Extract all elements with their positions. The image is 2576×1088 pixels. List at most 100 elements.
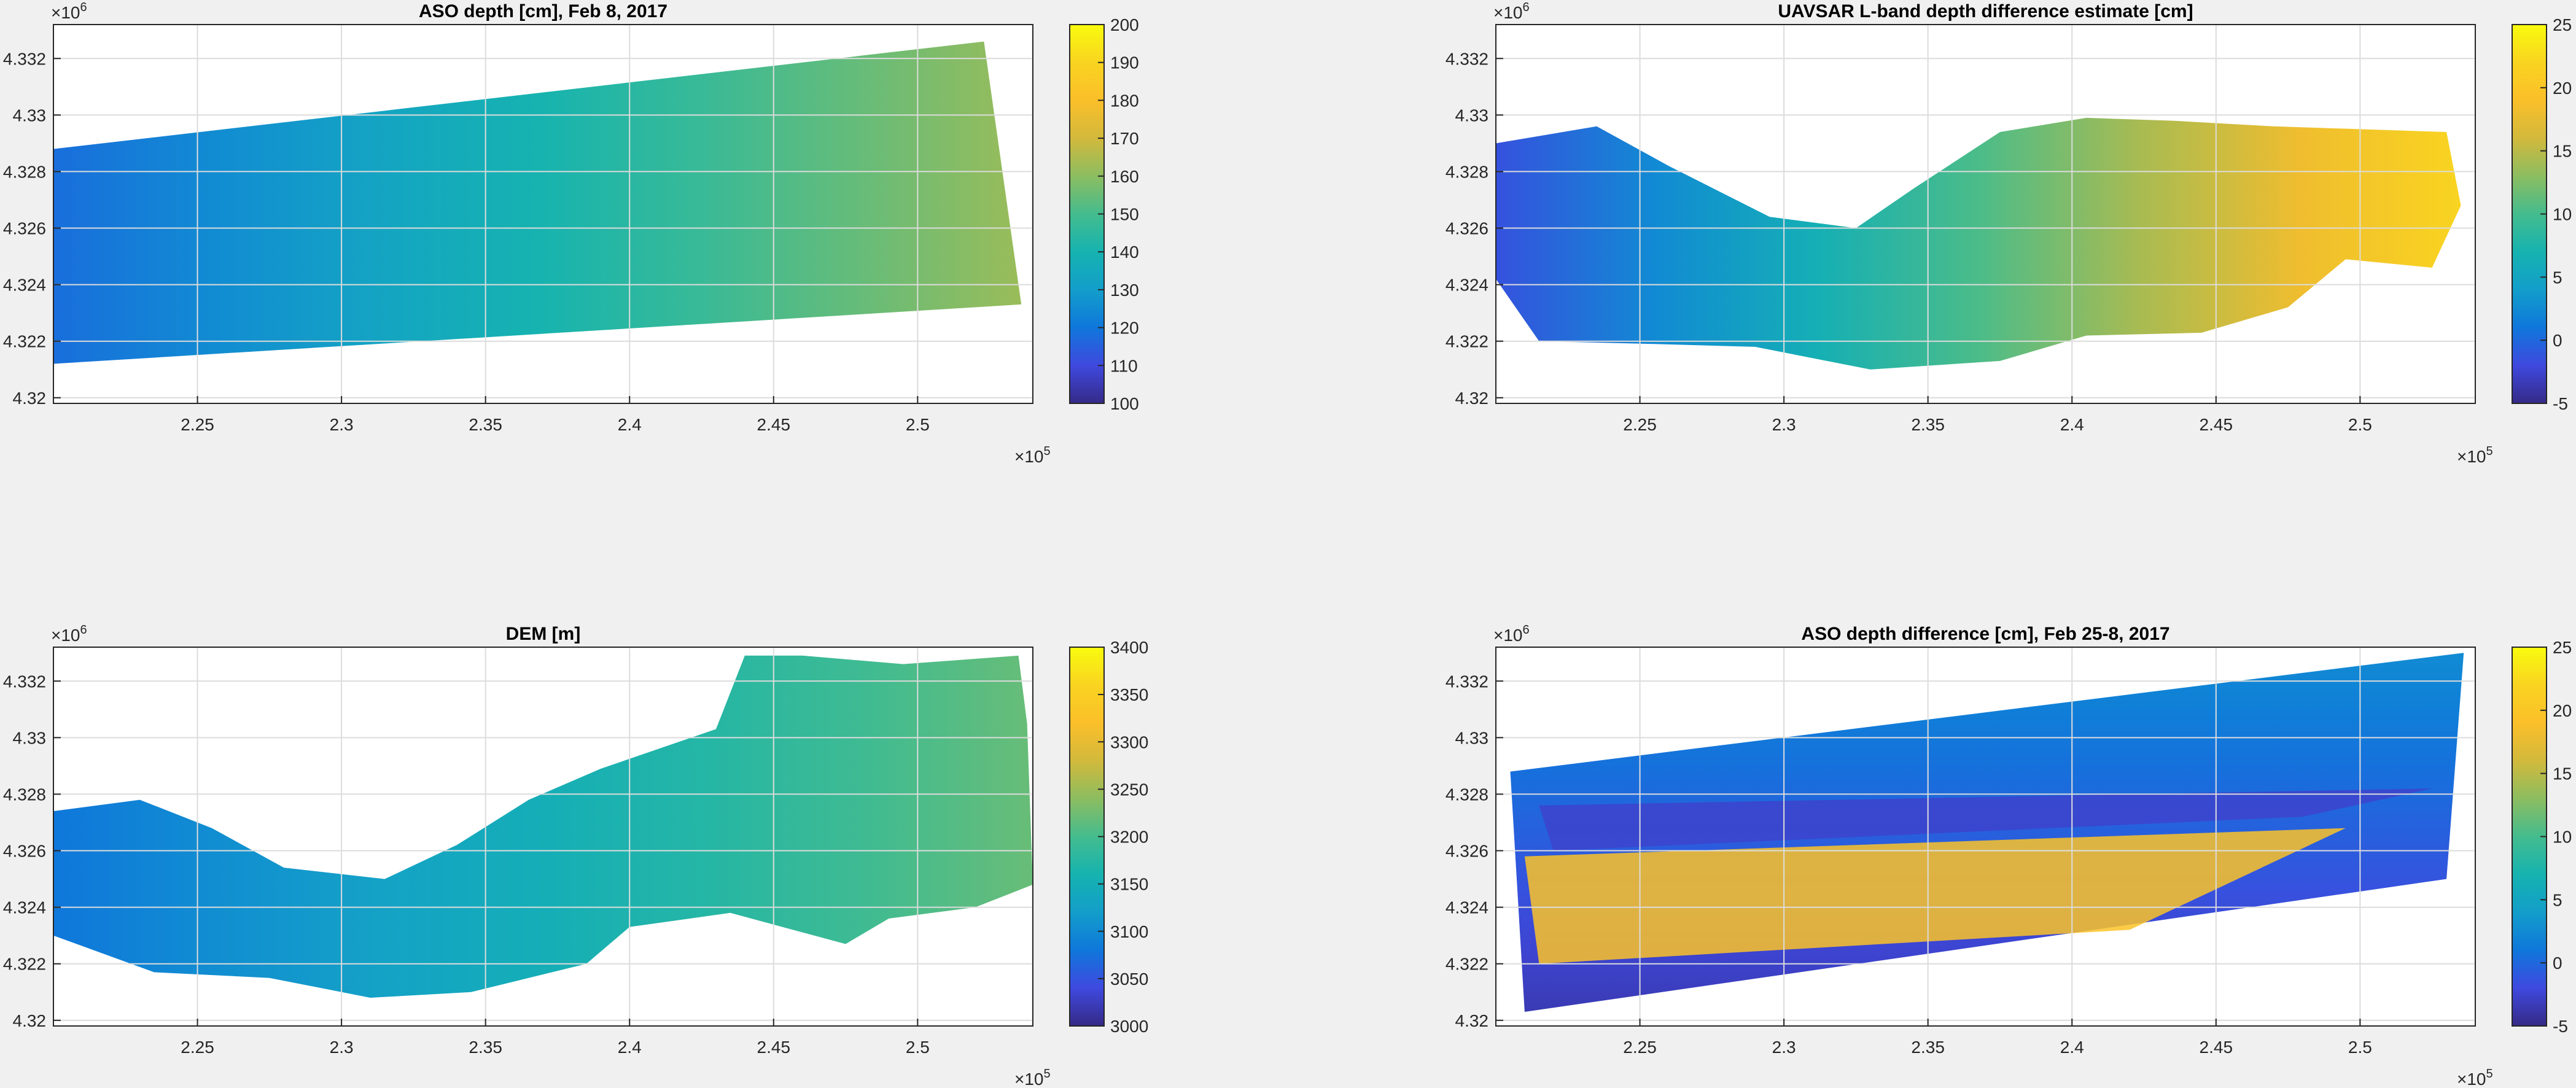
- data-field: [53, 655, 1033, 998]
- colorbar-tick-label: 15: [2553, 764, 2572, 783]
- x-tick-label: 2.25: [1623, 415, 1657, 434]
- colorbar-tick-label: 3150: [1110, 875, 1148, 894]
- colorbar-tick-label: 3050: [1110, 969, 1148, 989]
- colorbar-tick-label: 120: [1110, 319, 1139, 338]
- colorbar-tick-label: 3100: [1110, 922, 1148, 941]
- colorbar-tick-label: 130: [1110, 281, 1139, 300]
- data-region: [53, 41, 1022, 364]
- x-tick-label: 2.45: [757, 1038, 791, 1057]
- y-tick-label: 4.328: [3, 785, 46, 804]
- grid-lines: [53, 25, 1033, 403]
- y-tick-label: 4.322: [3, 332, 46, 351]
- colorbar-tick-label: 15: [2553, 142, 2572, 161]
- colorbar-tick-label: 10: [2553, 205, 2572, 224]
- x-tick-label: 2.35: [469, 415, 502, 434]
- x-tick-label: 2.3: [330, 415, 354, 434]
- data-field: [1496, 117, 2461, 370]
- axes-frame: [1495, 647, 2476, 1027]
- x-tick-label: 2.35: [469, 1038, 502, 1057]
- colorbar-tick-label: 25: [2553, 638, 2572, 657]
- axes-frame: [1495, 24, 2476, 404]
- y-tick-label: 4.33: [1455, 728, 1489, 747]
- x-tick-label: 2.5: [2348, 415, 2372, 434]
- subplot-1: 2.25 2.3 2.35 2.4 2.45 2.5 ×105 4.32 4.322 4.324 4…: [3, 1, 1139, 466]
- x-tick-label: 2.4: [2060, 415, 2084, 434]
- y-tick-label: 4.326: [1446, 842, 1488, 861]
- colorbar-tick-label: 5: [2553, 268, 2562, 287]
- colorbar-tick-label: 180: [1110, 91, 1139, 110]
- x-exponent-label: ×105: [2457, 445, 2493, 466]
- x-tick-label: 2.45: [2200, 415, 2233, 434]
- colorbar-tick-label: 100: [1110, 394, 1139, 413]
- colorbar-tick-label: 3250: [1110, 780, 1148, 799]
- data-band-2: [1539, 788, 2432, 851]
- colorbar-tick-label: 3400: [1110, 638, 1148, 657]
- data-field: [53, 41, 1022, 364]
- y-tick-label: 4.328: [3, 162, 46, 181]
- y-exponent-label: ×106: [1493, 623, 1530, 645]
- y-tick-label: 4.32: [13, 389, 47, 408]
- x-tick-label: 2.3: [1772, 1038, 1796, 1057]
- y-tick-label: 4.322: [3, 955, 46, 974]
- data-field: [1510, 653, 2464, 1012]
- colorbar-tick-label: 140: [1110, 243, 1139, 262]
- grid-lines: [1496, 25, 2475, 403]
- y-tick-label: 4.328: [1446, 162, 1488, 181]
- chart-title: ASO depth difference [cm], Feb 25-8, 201…: [1801, 624, 2169, 644]
- x-exponent-label: ×105: [1014, 1067, 1051, 1088]
- y-tick-label: 4.324: [1446, 898, 1488, 917]
- colorbar-tick-label: 0: [2553, 331, 2562, 350]
- y-tick-label: 4.326: [3, 842, 46, 861]
- colorbar-tick-label: 3000: [1110, 1017, 1148, 1036]
- data-band-1: [1524, 828, 2346, 964]
- y-tick-label: 4.32: [1455, 1011, 1489, 1030]
- colorbar-tick-label: 160: [1110, 167, 1139, 186]
- chart-title: UAVSAR L-band depth difference estimate …: [1778, 1, 2193, 21]
- x-tick-label: 2.35: [1911, 415, 1945, 434]
- y-tick-label: 4.33: [13, 106, 47, 125]
- x-tick-label: 2.4: [618, 1038, 642, 1057]
- colorbar-tick-label: 3200: [1110, 828, 1148, 847]
- subplot-4: 2.25 2.3 2.35 2.4 2.45 2.5 ×105 4.32 4.322 4.324 4…: [1446, 623, 2572, 1088]
- colorbar-tick-label: 0: [2553, 954, 2562, 973]
- chart-title: ASO depth [cm], Feb 8, 2017: [419, 1, 667, 21]
- colorbar-tick-label: 150: [1110, 205, 1139, 224]
- y-tick-label: 4.326: [1446, 219, 1488, 238]
- x-tick-label: 2.5: [906, 1038, 930, 1057]
- colorbar-tick-label: 200: [1110, 15, 1139, 34]
- x-tick-label: 2.45: [757, 415, 791, 434]
- x-tick-label: 2.5: [906, 415, 930, 434]
- y-tick-label: 4.32: [13, 1011, 47, 1030]
- axes-frame: [53, 647, 1033, 1027]
- x-tick-label: 2.45: [2200, 1038, 2233, 1057]
- colorbar-tick-label: 3350: [1110, 685, 1148, 704]
- colorbar-tick-label: 190: [1110, 53, 1139, 72]
- y-tick-label: 4.324: [3, 898, 46, 917]
- data-region: [53, 655, 1033, 998]
- y-tick-label: 4.33: [1455, 106, 1489, 125]
- y-tick-label: 4.332: [3, 672, 46, 691]
- colorbar-tick-label: 110: [1110, 356, 1138, 375]
- x-tick-label: 2.25: [181, 1038, 214, 1057]
- x-tick-label: 2.5: [2348, 1038, 2372, 1057]
- y-tick-label: 4.326: [3, 219, 46, 238]
- grid-lines: [1496, 647, 2475, 1026]
- colorbar-tick-label: 20: [2553, 79, 2572, 98]
- colorbar-tick-label: -5: [2553, 1017, 2568, 1036]
- y-exponent-label: ×106: [51, 1, 87, 22]
- y-tick-label: 4.322: [1446, 955, 1488, 974]
- x-tick-label: 2.25: [181, 415, 214, 434]
- colorbar-tick-label: 3300: [1110, 732, 1148, 752]
- colorbar-tick-label: 25: [2553, 15, 2572, 34]
- x-tick-label: 2.4: [618, 415, 642, 434]
- grid-lines: [53, 647, 1033, 1026]
- colorbar-tick-label: -5: [2553, 394, 2568, 413]
- y-tick-label: 4.332: [1446, 672, 1488, 691]
- y-tick-label: 4.332: [1446, 49, 1488, 68]
- colorbar-tick-label: 170: [1110, 129, 1139, 148]
- axes-frame: [53, 24, 1033, 404]
- colorbar-tick-label: 10: [2553, 828, 2572, 847]
- y-tick-label: 4.32: [1455, 389, 1489, 408]
- x-exponent-label: ×105: [2457, 1067, 2493, 1088]
